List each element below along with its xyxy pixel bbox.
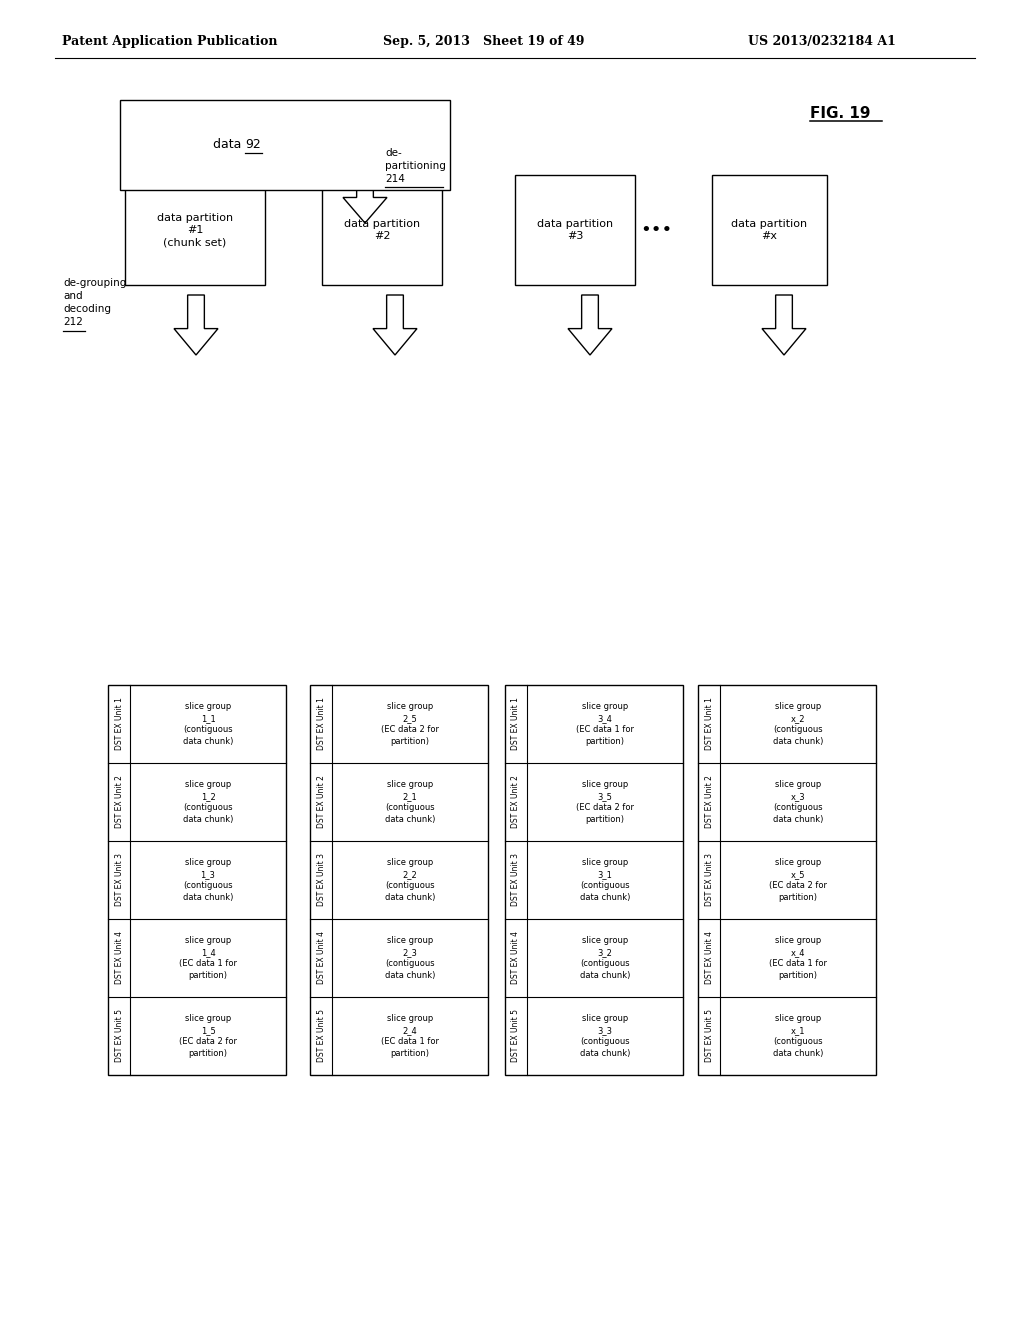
Text: 92: 92 bbox=[246, 139, 261, 152]
Text: slice group
1_2
(contiguous
data chunk): slice group 1_2 (contiguous data chunk) bbox=[183, 780, 233, 824]
Text: DST EX Unit 4: DST EX Unit 4 bbox=[115, 932, 124, 985]
Text: slice group
3_3
(contiguous
data chunk): slice group 3_3 (contiguous data chunk) bbox=[580, 1014, 630, 1057]
Bar bbox=[515, 176, 635, 285]
Text: DST EX Unit 2: DST EX Unit 2 bbox=[115, 776, 124, 829]
Bar bbox=[125, 176, 265, 285]
Text: slice group
x_4
(EC data 1 for
partition): slice group x_4 (EC data 1 for partition… bbox=[769, 936, 827, 979]
Text: DST EX Unit 2: DST EX Unit 2 bbox=[512, 776, 520, 829]
Bar bbox=[698, 685, 876, 1074]
Bar bbox=[310, 685, 488, 1074]
Text: data partition
#3: data partition #3 bbox=[537, 219, 613, 242]
Text: DST EX Unit 1: DST EX Unit 1 bbox=[512, 697, 520, 751]
Text: slice group
3_2
(contiguous
data chunk): slice group 3_2 (contiguous data chunk) bbox=[580, 936, 630, 979]
Text: slice group
2_2
(contiguous
data chunk): slice group 2_2 (contiguous data chunk) bbox=[385, 858, 435, 902]
Text: FIG. 19: FIG. 19 bbox=[810, 106, 870, 120]
Text: slice group
1_3
(contiguous
data chunk): slice group 1_3 (contiguous data chunk) bbox=[183, 858, 233, 902]
Text: slice group
3_1
(contiguous
data chunk): slice group 3_1 (contiguous data chunk) bbox=[580, 858, 630, 902]
Text: slice group
2_4
(EC data 1 for
partition): slice group 2_4 (EC data 1 for partition… bbox=[381, 1014, 439, 1057]
Text: data: data bbox=[213, 139, 246, 152]
Text: decoding: decoding bbox=[63, 304, 111, 314]
Text: de-: de- bbox=[385, 148, 401, 158]
Bar bbox=[505, 685, 683, 1074]
Bar bbox=[120, 100, 450, 190]
Text: DST EX Unit 3: DST EX Unit 3 bbox=[705, 854, 714, 907]
Text: data partition
#x: data partition #x bbox=[731, 219, 808, 242]
Text: •••: ••• bbox=[640, 220, 672, 239]
Text: de-grouping: de-grouping bbox=[63, 279, 126, 288]
Text: Patent Application Publication: Patent Application Publication bbox=[62, 36, 278, 49]
Text: slice group
1_1
(contiguous
data chunk): slice group 1_1 (contiguous data chunk) bbox=[183, 702, 233, 746]
Polygon shape bbox=[762, 294, 806, 355]
Text: DST EX Unit 5: DST EX Unit 5 bbox=[316, 1010, 326, 1063]
Text: DST EX Unit 1: DST EX Unit 1 bbox=[705, 697, 714, 751]
Text: slice group
3_4
(EC data 1 for
partition): slice group 3_4 (EC data 1 for partition… bbox=[575, 702, 634, 746]
Text: Sep. 5, 2013   Sheet 19 of 49: Sep. 5, 2013 Sheet 19 of 49 bbox=[383, 36, 585, 49]
Text: DST EX Unit 3: DST EX Unit 3 bbox=[316, 854, 326, 907]
Text: slice group
x_5
(EC data 2 for
partition): slice group x_5 (EC data 2 for partition… bbox=[769, 858, 827, 902]
Text: data partition
#1
(chunk set): data partition #1 (chunk set) bbox=[157, 213, 233, 247]
Text: DST EX Unit 2: DST EX Unit 2 bbox=[316, 776, 326, 829]
Text: slice group
x_3
(contiguous
data chunk): slice group x_3 (contiguous data chunk) bbox=[773, 780, 823, 824]
Text: DST EX Unit 5: DST EX Unit 5 bbox=[115, 1010, 124, 1063]
Text: 214: 214 bbox=[385, 174, 404, 183]
Bar bbox=[712, 176, 827, 285]
Polygon shape bbox=[174, 294, 218, 355]
Text: DST EX Unit 4: DST EX Unit 4 bbox=[512, 932, 520, 985]
Text: DST EX Unit 1: DST EX Unit 1 bbox=[316, 697, 326, 751]
Text: DST EX Unit 2: DST EX Unit 2 bbox=[705, 776, 714, 829]
Text: slice group
3_5
(EC data 2 for
partition): slice group 3_5 (EC data 2 for partition… bbox=[575, 780, 634, 824]
Text: slice group
1_5
(EC data 2 for
partition): slice group 1_5 (EC data 2 for partition… bbox=[179, 1014, 237, 1057]
Text: DST EX Unit 5: DST EX Unit 5 bbox=[512, 1010, 520, 1063]
Bar bbox=[108, 685, 286, 1074]
Text: slice group
2_3
(contiguous
data chunk): slice group 2_3 (contiguous data chunk) bbox=[385, 936, 435, 979]
Text: DST EX Unit 3: DST EX Unit 3 bbox=[115, 854, 124, 907]
Text: data partition
#2: data partition #2 bbox=[344, 219, 420, 242]
Text: US 2013/0232184 A1: US 2013/0232184 A1 bbox=[748, 36, 896, 49]
Text: and: and bbox=[63, 290, 83, 301]
Text: DST EX Unit 3: DST EX Unit 3 bbox=[512, 854, 520, 907]
Polygon shape bbox=[568, 294, 612, 355]
Text: partitioning: partitioning bbox=[385, 161, 445, 172]
Polygon shape bbox=[343, 165, 387, 223]
Text: slice group
x_2
(contiguous
data chunk): slice group x_2 (contiguous data chunk) bbox=[773, 702, 823, 746]
Text: DST EX Unit 1: DST EX Unit 1 bbox=[115, 697, 124, 751]
Text: DST EX Unit 5: DST EX Unit 5 bbox=[705, 1010, 714, 1063]
Text: slice group
1_4
(EC data 1 for
partition): slice group 1_4 (EC data 1 for partition… bbox=[179, 936, 237, 979]
Text: 212: 212 bbox=[63, 317, 83, 327]
Text: slice group
2_5
(EC data 2 for
partition): slice group 2_5 (EC data 2 for partition… bbox=[381, 702, 439, 746]
Polygon shape bbox=[373, 294, 417, 355]
Bar bbox=[322, 176, 442, 285]
Text: slice group
x_1
(contiguous
data chunk): slice group x_1 (contiguous data chunk) bbox=[773, 1014, 823, 1057]
Text: DST EX Unit 4: DST EX Unit 4 bbox=[705, 932, 714, 985]
Text: DST EX Unit 4: DST EX Unit 4 bbox=[316, 932, 326, 985]
Text: slice group
2_1
(contiguous
data chunk): slice group 2_1 (contiguous data chunk) bbox=[385, 780, 435, 824]
